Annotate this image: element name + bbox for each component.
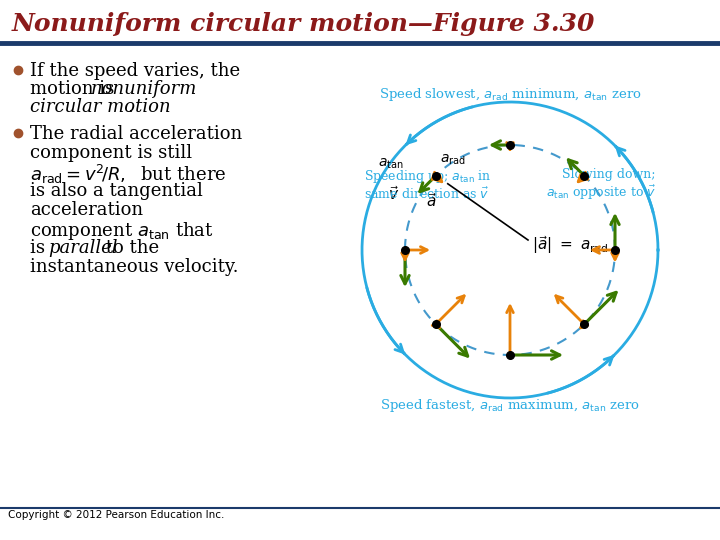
Text: The radial acceleration: The radial acceleration — [30, 125, 242, 143]
Text: $a_{\mathrm{tan}}$: $a_{\mathrm{tan}}$ — [378, 157, 404, 171]
Text: parallel: parallel — [48, 239, 117, 257]
Text: If the speed varies, the: If the speed varies, the — [30, 62, 240, 80]
Text: component is still: component is still — [30, 144, 192, 162]
Text: $\vec{v}$: $\vec{v}$ — [388, 185, 400, 202]
Text: $a_{\mathrm{rad}} = v^2\!/R,$  but there: $a_{\mathrm{rad}} = v^2\!/R,$ but there — [30, 163, 226, 186]
Text: component $a_{\mathrm{tan}}$ that: component $a_{\mathrm{tan}}$ that — [30, 220, 214, 242]
Text: motion is: motion is — [30, 80, 120, 98]
Text: is: is — [30, 239, 50, 257]
Text: acceleration: acceleration — [30, 201, 143, 219]
Text: Slowing down;
$a_{\mathrm{tan}}$ opposite to $\vec{v}$: Slowing down; $a_{\mathrm{tan}}$ opposit… — [546, 168, 656, 202]
Text: to the: to the — [100, 239, 159, 257]
Text: Speed slowest, $a_{\mathrm{rad}}$ minimum, $a_{\mathrm{tan}}$ zero: Speed slowest, $a_{\mathrm{rad}}$ minimu… — [379, 86, 642, 103]
Text: .: . — [127, 98, 133, 116]
Text: $a_{\mathrm{rad}}$: $a_{\mathrm{rad}}$ — [440, 153, 466, 167]
Text: circular motion: circular motion — [30, 98, 171, 116]
Text: $|\vec{a}|\ =\ a_{\mathrm{rad}}$: $|\vec{a}|\ =\ a_{\mathrm{rad}}$ — [532, 234, 608, 256]
Text: nonuniform: nonuniform — [91, 80, 197, 98]
Text: $\vec{a}$: $\vec{a}$ — [426, 192, 437, 210]
Text: instantaneous velocity.: instantaneous velocity. — [30, 258, 238, 276]
Text: Nonuniform circular motion—Figure 3.30: Nonuniform circular motion—Figure 3.30 — [12, 12, 595, 36]
Text: Speeding up; $a_{\mathrm{tan}}$ in
same direction as $\vec{v}$: Speeding up; $a_{\mathrm{tan}}$ in same … — [364, 167, 492, 202]
Text: Copyright © 2012 Pearson Education Inc.: Copyright © 2012 Pearson Education Inc. — [8, 510, 225, 520]
Text: Speed fastest, $a_{\mathrm{rad}}$ maximum, $a_{\mathrm{tan}}$ zero: Speed fastest, $a_{\mathrm{rad}}$ maximu… — [380, 397, 640, 414]
Text: is also a tangential: is also a tangential — [30, 182, 203, 200]
